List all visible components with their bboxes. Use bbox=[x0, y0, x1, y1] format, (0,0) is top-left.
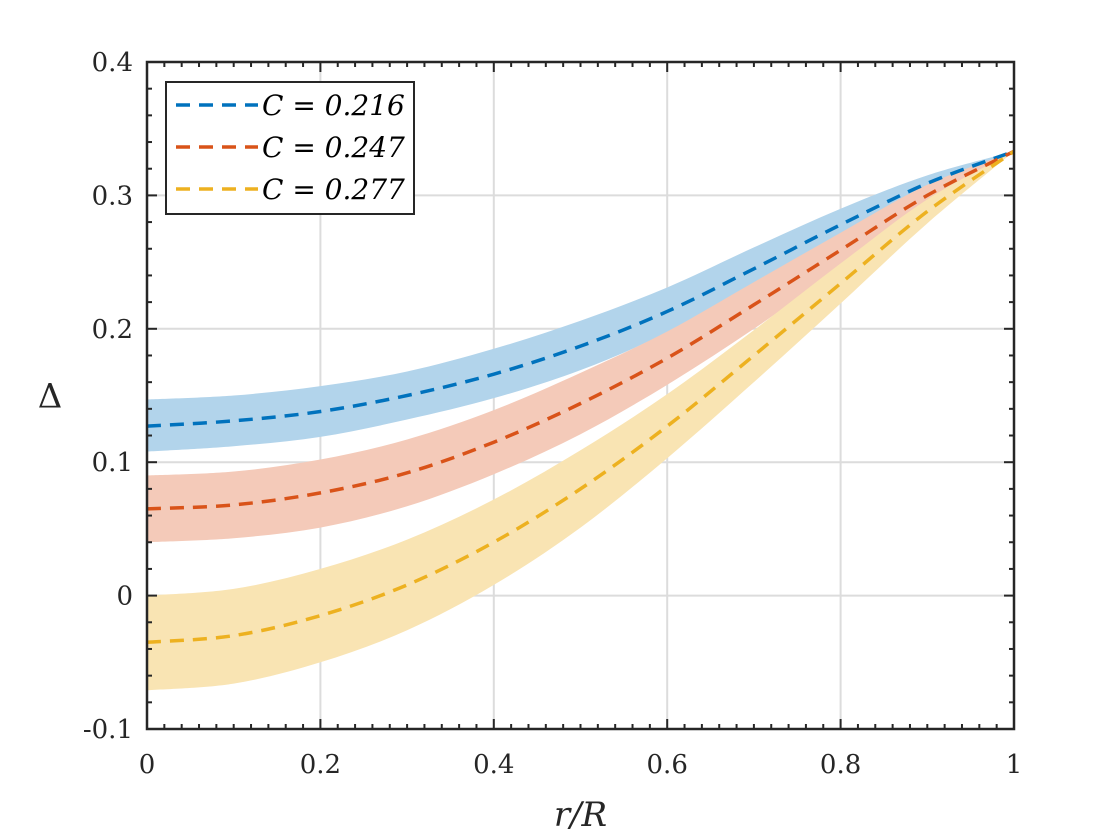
x-tick-label: 0.8 bbox=[820, 750, 861, 780]
legend-label-2: C = 0.247 bbox=[262, 131, 405, 164]
y-tick-label: 0.4 bbox=[92, 48, 133, 78]
legend-label-3: C = 0.277 bbox=[262, 173, 405, 206]
x-tick-label: 1 bbox=[1006, 750, 1023, 780]
y-tick-label: 0 bbox=[116, 582, 133, 612]
legend-label-1: C = 0.216 bbox=[262, 89, 405, 122]
y-tick-label: -0.1 bbox=[83, 715, 133, 745]
x-tick-label: 0 bbox=[139, 750, 156, 780]
uncertainty-band-1 bbox=[147, 151, 1014, 452]
y-axis-label: Δ bbox=[38, 377, 63, 417]
uncertainty-bands bbox=[147, 151, 1014, 691]
x-tick-label: 0.4 bbox=[473, 750, 514, 780]
uncertainty-band-3 bbox=[147, 151, 1014, 691]
x-tick-label: 0.6 bbox=[647, 750, 688, 780]
uncertainty-band-2 bbox=[147, 151, 1014, 543]
series-line-2 bbox=[146, 149, 1015, 511]
series-line-1 bbox=[146, 149, 1015, 428]
x-axis-label: r/R bbox=[554, 795, 607, 835]
axes bbox=[145, 60, 1016, 731]
y-tick-label: 0.1 bbox=[92, 448, 133, 478]
y-tick-label: 0.2 bbox=[92, 315, 133, 345]
y-tick-label: 0.3 bbox=[92, 181, 133, 211]
x-tick-label: 0.2 bbox=[300, 750, 341, 780]
series-lines bbox=[146, 149, 1015, 645]
tick-labels: 0 0.2 0.4 0.6 0.8 1-0.100.10.20.30.4r/RΔ bbox=[38, 48, 1023, 835]
series-line-3 bbox=[146, 149, 1015, 645]
legend: C = 0.216 C = 0.247 C = 0.277 bbox=[165, 81, 415, 215]
